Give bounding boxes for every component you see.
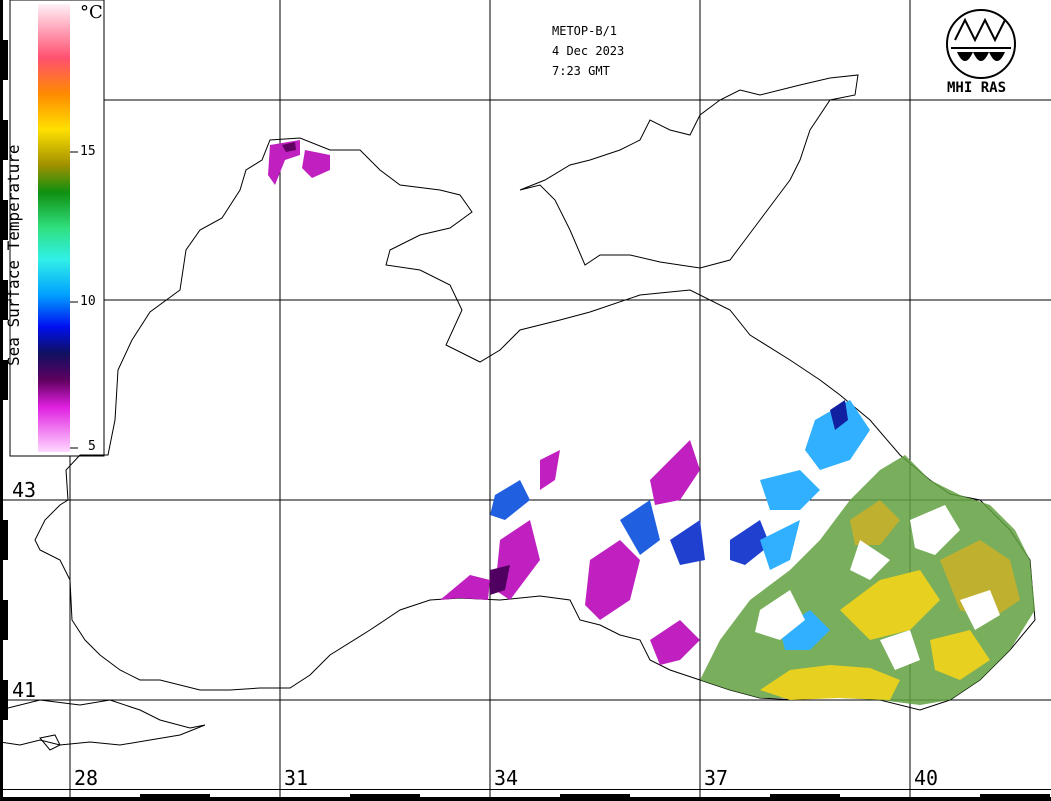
satellite-name: METOP-B/1 <box>552 24 618 38</box>
lat-label-41: 41 <box>12 678 37 702</box>
acquisition-time: 7:23 GMT <box>552 64 610 78</box>
lat-label-43: 43 <box>12 478 37 502</box>
legend-unit: °C <box>80 2 103 23</box>
lon-label-37: 37 <box>704 766 729 790</box>
legend-tick-15: 15 <box>80 144 96 159</box>
lon-label-34: 34 <box>494 766 519 790</box>
legend-tick-5: 5 <box>88 439 96 454</box>
legend-tick-10: 10 <box>80 294 96 309</box>
legend-colorbar <box>38 4 70 452</box>
logo-label: MHI RAS <box>947 80 1007 96</box>
mhi-ras-logo <box>946 9 1016 79</box>
lon-label-28: 28 <box>74 766 99 790</box>
lon-label-40: 40 <box>914 766 939 790</box>
legend-box <box>9 0 105 457</box>
lon-label-31: 31 <box>284 766 309 790</box>
sst-data <box>268 140 1035 705</box>
acquisition-date: 4 Dec 2023 <box>552 44 625 58</box>
legend-title: Sea Surface Temperature <box>4 144 23 366</box>
